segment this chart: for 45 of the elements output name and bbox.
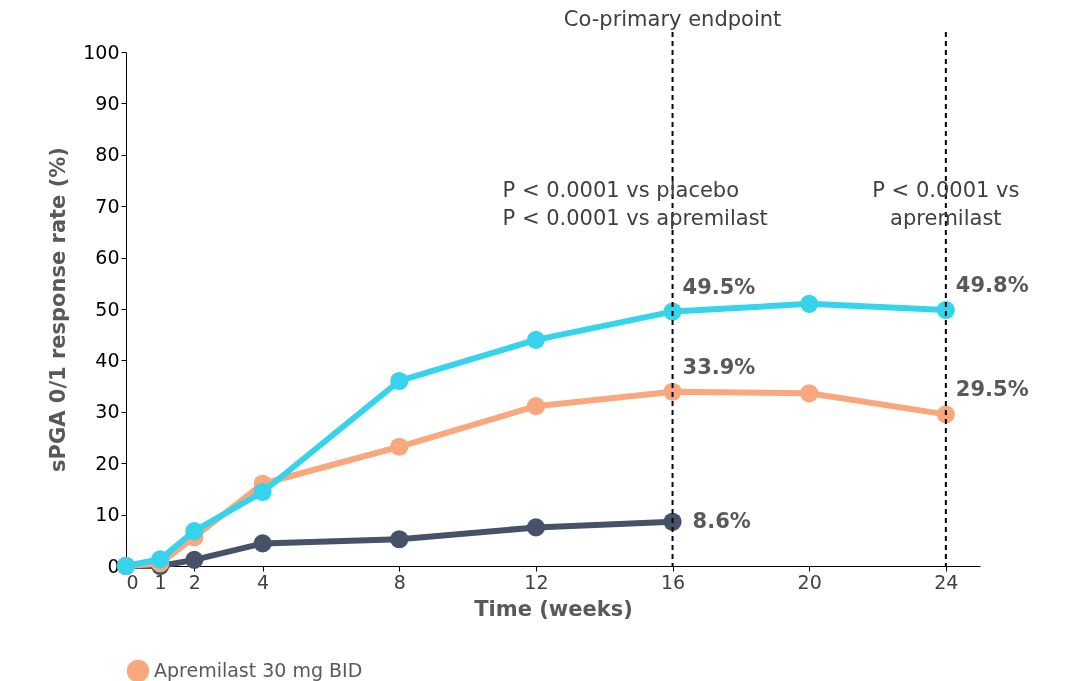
y-tick-label: 60 bbox=[95, 246, 120, 269]
y-tick-label: 80 bbox=[95, 143, 120, 166]
y-tick-label: 30 bbox=[95, 400, 120, 423]
point bbox=[253, 482, 272, 502]
point bbox=[390, 371, 409, 391]
x-tick-label: 2 bbox=[188, 570, 201, 593]
x-tick-label: 0 bbox=[126, 570, 139, 593]
point bbox=[800, 294, 819, 313]
x-tick-label: 24 bbox=[934, 570, 959, 593]
point bbox=[936, 300, 955, 320]
ref-line-label: Co-primary endpoint bbox=[563, 7, 782, 31]
annotation: P < 0.0001 vs apremilast bbox=[872, 177, 1020, 230]
y-tick-label: 90 bbox=[95, 91, 120, 114]
data-label: 8.6% bbox=[692, 508, 751, 533]
x-tick-label: 1 bbox=[154, 570, 167, 593]
x-tick-label: 12 bbox=[524, 570, 549, 593]
point bbox=[526, 518, 545, 537]
data-label: 33.9% bbox=[682, 354, 756, 379]
x-tick-label: 8 bbox=[393, 570, 406, 593]
x-axis-title: Time (weeks) bbox=[474, 596, 633, 621]
point bbox=[185, 521, 204, 541]
y-tick-label: 70 bbox=[95, 194, 120, 217]
point bbox=[526, 397, 545, 416]
point bbox=[390, 437, 409, 456]
point bbox=[800, 384, 819, 403]
x-tick-label: 4 bbox=[257, 570, 270, 593]
data-label: 29.5% bbox=[955, 377, 1029, 402]
data-label: 49.8% bbox=[955, 273, 1029, 298]
y-axis-title: sPGA 0/1 response rate (%) bbox=[46, 147, 71, 472]
point bbox=[151, 550, 170, 569]
data-label: 49.5% bbox=[682, 274, 756, 299]
point bbox=[526, 330, 545, 349]
y-tick-label: 100 bbox=[83, 40, 120, 63]
y-tick-label: 50 bbox=[95, 297, 120, 320]
x-tick-label: 16 bbox=[660, 570, 686, 593]
point bbox=[185, 550, 204, 569]
y-tick-label: 10 bbox=[95, 503, 120, 526]
point bbox=[390, 530, 409, 549]
legend-label: Apremilast 30 mg BID bbox=[154, 659, 363, 681]
y-tick-label: 40 bbox=[95, 348, 120, 371]
point bbox=[936, 405, 955, 424]
point bbox=[253, 534, 272, 553]
annotation: P < 0.0001 vs placebo P < 0.0001 vs apremilast bbox=[502, 177, 768, 230]
y-tick-label: 20 bbox=[95, 451, 120, 474]
x-tick-label: 20 bbox=[797, 570, 822, 593]
